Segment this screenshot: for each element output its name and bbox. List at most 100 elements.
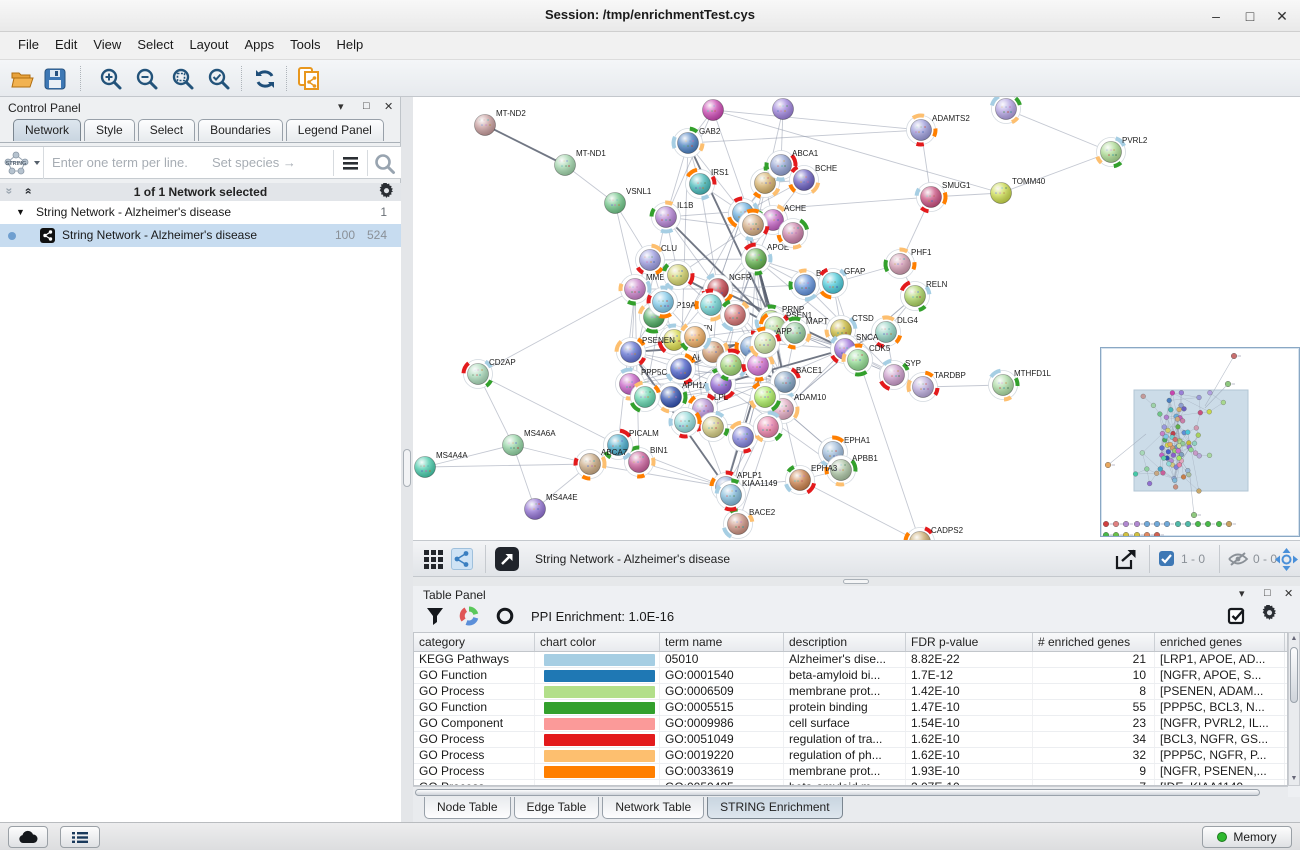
node-VSNL1[interactable]: VSNL1 (604, 187, 652, 214)
string-logo-icon[interactable]: STRING (0, 147, 44, 179)
refresh-icon[interactable] (250, 64, 280, 93)
column-header-description[interactable]: description (784, 633, 906, 651)
network-canvas[interactable]: MT-ND2MT-ND1VSNL1GAB2IRS1CHATABCA1BCHEIL… (413, 97, 1300, 540)
table-row[interactable]: GO Function GO:0005515 protein binding 1.47… (414, 700, 1287, 716)
menu-help[interactable]: Help (336, 37, 364, 52)
table-row[interactable]: GO Process GO:0019220 regulation of ph... 1… (414, 748, 1287, 764)
string-search-icon[interactable] (374, 153, 396, 180)
scroll-up-icon[interactable]: ▲ (1290, 635, 1298, 642)
reset-charts-icon[interactable] (495, 606, 515, 631)
filter-icon[interactable] (425, 606, 445, 631)
tab-node-table[interactable]: Node Table (424, 797, 511, 819)
node-DLG4[interactable]: DLG4 (871, 315, 919, 349)
node[interactable] (772, 98, 794, 120)
node-KIAA1149[interactable]: KIAA1149 (714, 478, 778, 512)
menu-view[interactable]: View (93, 37, 122, 52)
node[interactable] (753, 410, 783, 443)
selected-checkbox-icon[interactable] (1159, 551, 1174, 566)
column-header-category[interactable]: category (414, 633, 535, 651)
node[interactable] (629, 380, 661, 413)
string-search-placeholder[interactable]: Enter one term per line. (52, 155, 188, 170)
search-options-icon[interactable] (342, 155, 360, 176)
node[interactable] (716, 348, 747, 382)
panel-menu-icon[interactable]: ▾ (1239, 588, 1245, 600)
node[interactable] (738, 208, 770, 242)
node-APOE[interactable]: APOE (741, 242, 790, 276)
node-SMUG1[interactable]: SMUG1 (914, 181, 972, 214)
tab-network-table[interactable]: Network Table (602, 797, 705, 819)
panel-close-icon[interactable]: ✕ (1284, 588, 1294, 600)
table-row[interactable]: GO Function GO:0001540 beta-amyloid bi... 1… (414, 668, 1287, 684)
node[interactable] (668, 407, 702, 439)
node-MTHFD1L[interactable]: MTHFD1L (988, 368, 1052, 402)
node[interactable] (728, 420, 760, 454)
minimize-button[interactable]: – (1212, 8, 1220, 24)
node-GFAP[interactable]: GFAP (818, 267, 866, 300)
menu-tools[interactable]: Tools (290, 37, 321, 52)
node-MS4A4E[interactable]: MS4A4E (524, 493, 578, 520)
memory-button[interactable]: Memory (1202, 826, 1292, 848)
column-header-fdr-p-value[interactable]: FDR p-value (906, 633, 1033, 651)
species-hint[interactable]: Set species → (212, 155, 296, 170)
panel-float-icon[interactable]: □ (363, 100, 370, 112)
node-CDK5[interactable]: CDK5 (841, 343, 891, 377)
node-TOMM40[interactable]: TOMM40 (990, 177, 1046, 204)
node[interactable] (989, 97, 1022, 125)
node-BCHE[interactable]: BCHE (788, 164, 838, 195)
node[interactable] (720, 299, 750, 332)
save-icon[interactable] (40, 64, 70, 93)
tab-select[interactable]: Select (137, 119, 196, 141)
node-SYP[interactable]: SYP (879, 358, 922, 391)
node-ABCA7[interactable]: ABCA7 (573, 448, 628, 481)
maximize-button[interactable]: □ (1245, 8, 1255, 24)
node[interactable] (702, 99, 724, 121)
tab-style[interactable]: Style (84, 119, 135, 141)
node[interactable] (749, 381, 781, 412)
menu-edit[interactable]: Edit (54, 37, 78, 52)
network-collection-row[interactable]: ▼ String Network - Alzheimer's disease 1 (0, 201, 401, 224)
column-header-term-name[interactable]: term name (660, 633, 784, 651)
network-row[interactable]: String Network - Alzheimer's disease 100… (0, 224, 401, 247)
node-IL1B[interactable]: IL1B (649, 200, 694, 234)
draw-charts-icon[interactable] (459, 606, 479, 631)
table-row[interactable]: GO Component GO:0009986 cell surface 1.54E-… (414, 716, 1287, 732)
node[interactable] (662, 260, 695, 291)
column-header--enriched-genes[interactable]: # enriched genes (1033, 633, 1155, 651)
node-CD2AP[interactable]: CD2AP (461, 358, 516, 389)
node-PHF1[interactable]: PHF1 (883, 247, 933, 279)
grid-mode-icon[interactable] (423, 549, 443, 574)
scrollbar-thumb[interactable] (415, 789, 1260, 796)
scroll-down-icon[interactable]: ▼ (1290, 775, 1298, 782)
close-button[interactable]: ✕ (1276, 8, 1288, 24)
navigator-compass-icon[interactable] (1274, 547, 1299, 577)
node[interactable] (727, 196, 760, 228)
menu-file[interactable]: File (18, 37, 39, 52)
splitter-handle[interactable] (843, 579, 869, 584)
node-ADAMTS2[interactable]: ADAMTS2 (906, 113, 971, 147)
select-columns-icon[interactable] (1227, 606, 1247, 631)
panel-float-icon[interactable]: □ (1264, 587, 1271, 599)
table-vertical-scrollbar[interactable]: ▲ ▼ (1288, 632, 1300, 786)
node-MAPT[interactable]: MAPT (780, 316, 829, 350)
menu-layout[interactable]: Layout (189, 37, 229, 52)
table-horizontal-scrollbar[interactable] (413, 786, 1288, 797)
node-TARDBP[interactable]: TARDBP (906, 370, 966, 402)
birds-eye-view[interactable] (1100, 347, 1300, 538)
network-options-gear-icon[interactable] (378, 182, 395, 203)
node-EPHA3[interactable]: EPHA3 (784, 464, 838, 495)
node-BACE1[interactable]: BACE1 (768, 366, 823, 399)
node-ABCA1[interactable]: ABCA1 (764, 149, 819, 182)
collection-expander-icon[interactable]: ▼ (16, 207, 25, 217)
node-IRS1[interactable]: IRS1 (685, 167, 730, 201)
scrollbar-thumb[interactable] (1290, 647, 1298, 703)
task-history-button[interactable] (60, 826, 100, 848)
export-network-icon[interactable] (1113, 548, 1139, 577)
node[interactable] (646, 285, 678, 319)
node-PVRL2[interactable]: PVRL2 (1095, 136, 1148, 169)
node-CLU[interactable]: CLU (635, 243, 678, 276)
node[interactable] (776, 218, 810, 250)
table-row[interactable]: KEGG Pathways 05010 Alzheimer's dise... 8.8… (414, 652, 1287, 668)
node-PSENEN[interactable]: PSENEN (614, 336, 676, 367)
node-MT-ND1[interactable]: MT-ND1 (554, 149, 607, 176)
splitter-handle[interactable] (403, 449, 411, 487)
